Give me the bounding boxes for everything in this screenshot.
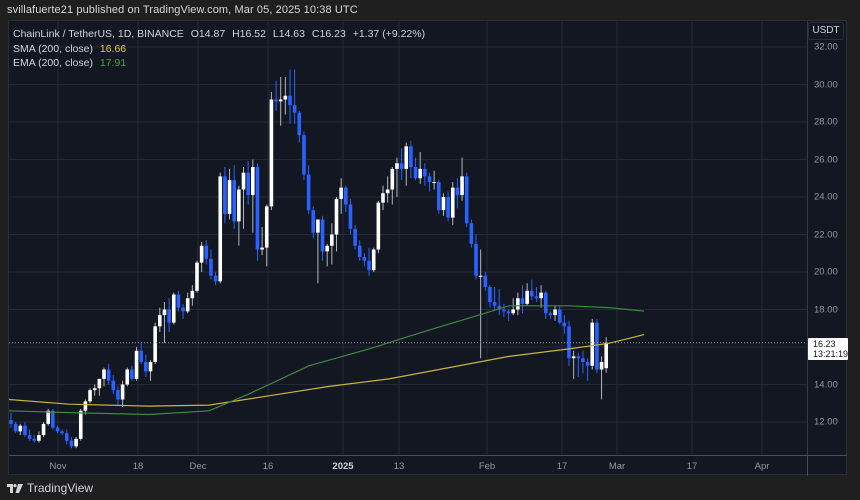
legend-symbol[interactable]: ChainLink / TetherUS, 1D, BINANCE bbox=[13, 28, 184, 40]
time-tick: Feb bbox=[478, 461, 496, 472]
time-tick: Mar bbox=[608, 461, 626, 472]
price-tick: 20.00 bbox=[814, 266, 838, 278]
price-tick: 32.00 bbox=[814, 41, 838, 53]
legend-symbol-row: ChainLink / TetherUS, 1D, BINANCE O14.87… bbox=[13, 27, 429, 42]
ema-value: 17.91 bbox=[99, 57, 127, 69]
candlestick-chart[interactable] bbox=[9, 21, 807, 455]
time-tick: 16 bbox=[262, 461, 274, 472]
time-tick: 17 bbox=[556, 461, 568, 472]
tradingview-logo-icon bbox=[7, 483, 23, 493]
time-tick: 18 bbox=[132, 461, 144, 472]
price-tick: 12.00 bbox=[814, 416, 838, 428]
price-tick: 26.00 bbox=[814, 154, 838, 165]
time-tick: 17 bbox=[686, 461, 698, 472]
legend-close: C16.23 bbox=[311, 28, 346, 40]
time-tick: 2025 bbox=[332, 461, 354, 472]
legend-ema-row[interactable]: EMA (200, close) 17.91 bbox=[13, 56, 429, 71]
time-tick: 13 bbox=[393, 461, 405, 472]
currency-button[interactable]: USDT bbox=[808, 22, 844, 40]
legend-sma-row[interactable]: SMA (200, close) 16.66 bbox=[13, 42, 429, 57]
tradingview-brand[interactable]: TradingView bbox=[7, 481, 93, 495]
last-price-label: 16.23 13:21:19 bbox=[808, 337, 849, 360]
bar-countdown: 13:21:19 bbox=[813, 348, 849, 359]
price-tick: 28.00 bbox=[814, 116, 838, 128]
legend-low: L14.63 bbox=[272, 28, 305, 40]
time-tick: Nov bbox=[49, 461, 67, 472]
chart-panel: ChainLink / TetherUS, 1D, BINANCE O14.87… bbox=[8, 20, 849, 476]
axis-corner-divider bbox=[807, 456, 808, 476]
legend-change: +1.37 (+9.22%) bbox=[352, 28, 426, 40]
time-axis[interactable]: Nov 18 Dec 16 2025 13 Feb 17 Mar 17 Apr bbox=[9, 455, 847, 476]
price-tick: 18.00 bbox=[814, 304, 838, 315]
price-tick: 22.00 bbox=[814, 229, 838, 240]
plot-area[interactable]: ChainLink / TetherUS, 1D, BINANCE O14.87… bbox=[9, 21, 807, 455]
price-tick: 30.00 bbox=[814, 79, 838, 90]
time-tick: Dec bbox=[189, 461, 207, 472]
chart-legend: ChainLink / TetherUS, 1D, BINANCE O14.87… bbox=[13, 27, 429, 71]
legend-open: O14.87 bbox=[190, 28, 226, 40]
price-axis[interactable]: 32.00 30.00 28.00 26.00 24.00 22.00 20.00 18.00… bbox=[807, 21, 849, 455]
price-tick: 24.00 bbox=[814, 191, 838, 203]
legend-high: H16.52 bbox=[232, 28, 266, 40]
price-tick: 14.00 bbox=[814, 379, 838, 390]
publisher-line: svillafuerte21 published on TradingView.… bbox=[7, 4, 358, 16]
brand-name: TradingView bbox=[27, 481, 94, 495]
sma-label: SMA (200, close) bbox=[13, 42, 93, 55]
ema-label: EMA (200, close) bbox=[13, 57, 93, 69]
sma-value: 16.66 bbox=[99, 42, 127, 55]
time-tick: Apr bbox=[754, 461, 770, 472]
last-price-value: 16.23 bbox=[813, 338, 836, 349]
